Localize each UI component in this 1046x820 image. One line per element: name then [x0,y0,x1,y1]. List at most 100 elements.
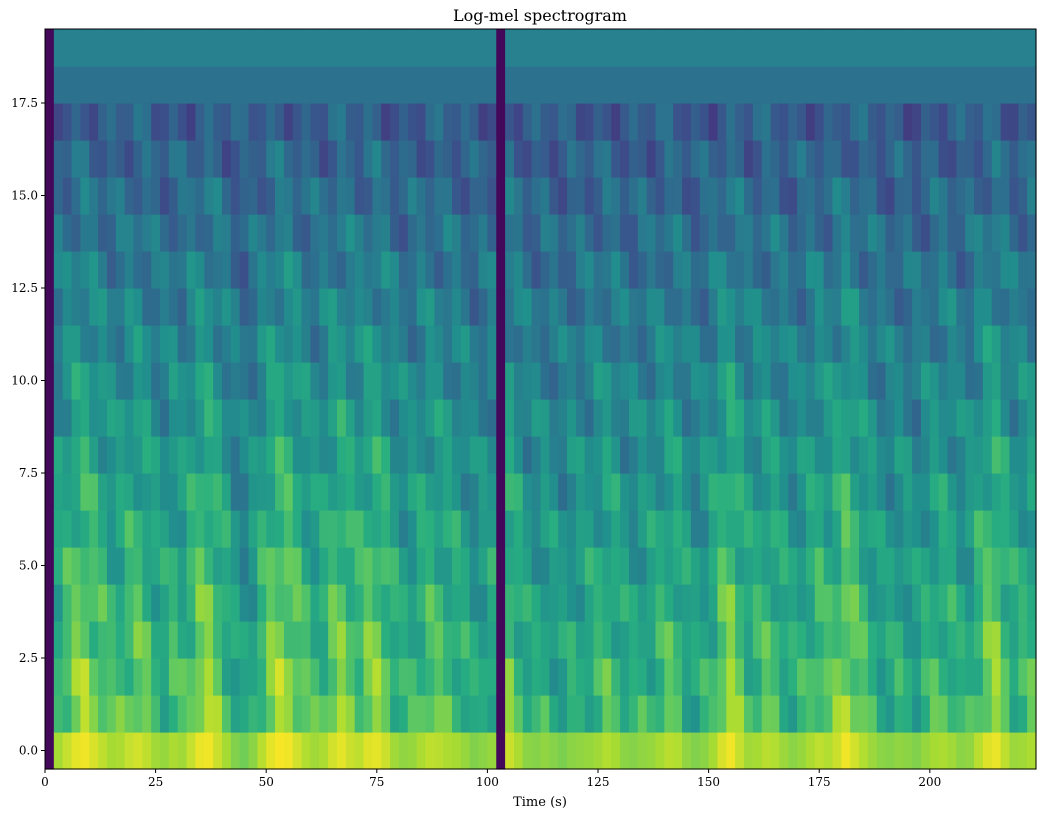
heatmap-cell [71,140,81,178]
heatmap-cell [823,732,834,770]
heatmap-cell [779,584,789,622]
heatmap-cell [221,658,232,696]
heatmap-cell [956,658,966,696]
heatmap-cell [628,66,639,104]
heatmap-cell [248,621,258,659]
heatmap-cell [797,214,807,252]
heatmap-cell [682,251,692,289]
heatmap-cell [390,399,400,437]
heatmap-cell [345,695,356,733]
heatmap-cell [788,288,798,326]
heatmap-cell [425,288,435,326]
heatmap-cell [221,547,232,585]
heatmap-cell [859,140,869,178]
heatmap-cell [213,547,223,585]
heatmap-cell [522,473,533,511]
heatmap-cell [885,140,896,178]
heatmap-cell [752,103,763,141]
heatmap-cell [805,140,816,178]
heatmap-cell [45,436,55,474]
heatmap-cell [80,362,90,400]
heatmap-cell [204,695,214,733]
heatmap-cell [80,732,90,770]
heatmap-cell [115,658,126,696]
heatmap-cell [168,658,179,696]
heatmap-cell [416,140,427,178]
heatmap-cell [850,732,860,770]
heatmap-cell [292,584,303,622]
heatmap-cell [124,584,135,622]
heatmap-cell [345,103,356,141]
heatmap-cell [682,29,692,67]
heatmap-cell [602,473,612,511]
heatmap-cell [531,547,542,585]
heatmap-cell [894,399,904,437]
heatmap-cell [168,177,179,215]
heatmap-cell [690,473,701,511]
heatmap-cell [407,288,418,326]
heatmap-cell [1009,399,1019,437]
heatmap-cell [168,473,179,511]
heatmap-cell [991,66,1002,104]
heatmap-cell [611,547,621,585]
heatmap-cell [186,177,197,215]
heatmap-cell [53,140,64,178]
heatmap-cell [1009,621,1019,659]
heatmap-cell [513,103,524,141]
heatmap-cell [947,621,957,659]
heatmap-cell [823,399,834,437]
heatmap-cell [1018,732,1028,770]
heatmap-cell [248,362,258,400]
heatmap-cell [513,140,524,178]
heatmap-cell [664,621,674,659]
heatmap-cell [177,510,188,548]
heatmap-cell [664,140,674,178]
x-axis-label: Time (s) [513,795,567,810]
heatmap-cell [859,695,869,733]
heatmap-cell [655,510,665,548]
heatmap-cell [98,103,108,141]
heatmap-cell [469,436,480,474]
heatmap-cell [567,473,577,511]
heatmap-cell [487,177,497,215]
heatmap-cell [903,510,913,548]
heatmap-cell [115,103,126,141]
heatmap-cell [195,29,205,67]
heatmap-cell [283,510,294,548]
heatmap-cell [761,547,772,585]
heatmap-cell [204,621,214,659]
heatmap-cell [133,214,143,252]
heatmap-cell [770,658,780,696]
heatmap-cell [717,288,727,326]
heatmap-cell [372,510,382,548]
heatmap-cell [1018,473,1028,511]
heatmap-cell [540,103,550,141]
heatmap-cell [151,399,161,437]
heatmap-cell [797,399,807,437]
heatmap-cell [452,436,462,474]
heatmap-cell [655,584,665,622]
heatmap-cell [230,658,241,696]
heatmap-cell [345,251,356,289]
heatmap-cell [611,66,621,104]
heatmap-cell [230,547,241,585]
heatmap-cell [62,214,73,252]
heatmap-cell [938,399,949,437]
heatmap-cell [522,251,533,289]
heatmap-cell [425,547,435,585]
heatmap-cell [770,288,780,326]
heatmap-cell [744,140,754,178]
heatmap-cell [469,29,480,67]
heatmap-cell [469,473,480,511]
heatmap-cell [885,325,896,363]
heatmap-cell [690,66,701,104]
heatmap-cell [584,399,595,437]
heatmap-cell [664,251,674,289]
heatmap-cell [690,288,701,326]
heatmap-cell [761,288,772,326]
heatmap-cell [832,103,842,141]
heatmap-cell [1018,399,1028,437]
heatmap-cell [283,103,294,141]
heatmap-cell [328,214,338,252]
heatmap-cell [735,288,745,326]
